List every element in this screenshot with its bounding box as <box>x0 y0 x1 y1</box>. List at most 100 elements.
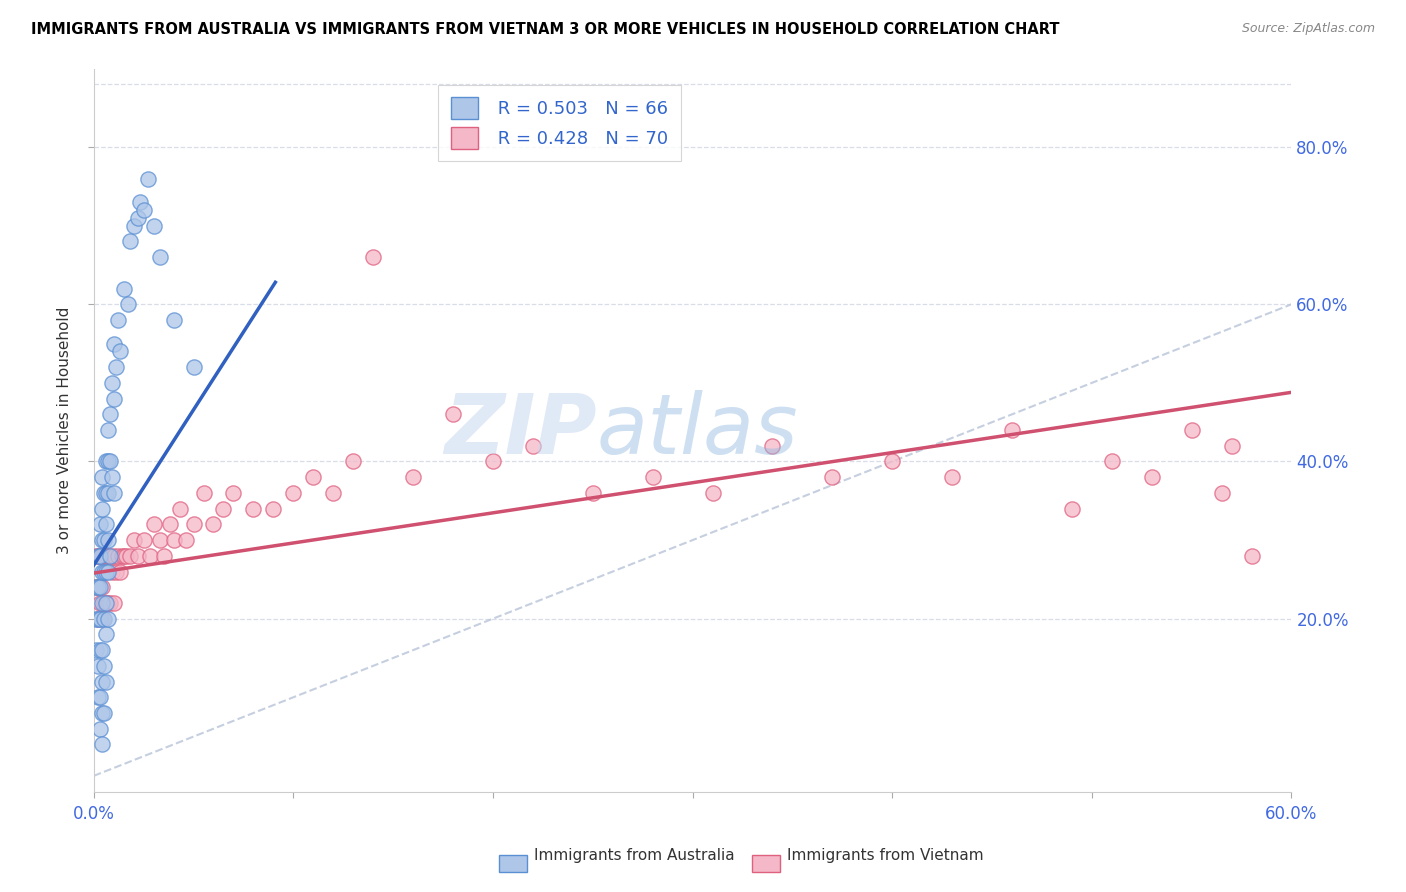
Point <box>86 549 108 563</box>
Point <box>132 533 155 547</box>
Point <box>222 486 245 500</box>
Point <box>89 549 111 563</box>
Point <box>103 336 125 351</box>
Point <box>97 565 120 579</box>
Point <box>1101 454 1123 468</box>
Point <box>84 580 107 594</box>
Point <box>93 596 115 610</box>
Point <box>94 596 117 610</box>
Point <box>90 533 112 547</box>
Point <box>100 470 122 484</box>
Point <box>183 517 205 532</box>
Point <box>641 470 664 484</box>
Point <box>89 612 111 626</box>
Text: IMMIGRANTS FROM AUSTRALIA VS IMMIGRANTS FROM VIETNAM 3 OR MORE VEHICLES IN HOUSE: IMMIGRANTS FROM AUSTRALIA VS IMMIGRANTS … <box>31 22 1060 37</box>
Point <box>86 580 108 594</box>
Point <box>1181 423 1204 437</box>
Point <box>242 501 264 516</box>
Text: Source: ZipAtlas.com: Source: ZipAtlas.com <box>1241 22 1375 36</box>
Point <box>162 533 184 547</box>
Point <box>103 486 125 500</box>
Point <box>112 549 135 563</box>
Point <box>152 549 174 563</box>
Point <box>108 565 131 579</box>
Text: Immigrants from Australia: Immigrants from Australia <box>534 848 735 863</box>
Point <box>402 470 425 484</box>
Point <box>97 612 120 626</box>
Point <box>89 722 111 736</box>
Point <box>98 549 121 563</box>
Point <box>98 596 121 610</box>
Point <box>86 690 108 705</box>
Point <box>941 470 963 484</box>
Point <box>441 408 464 422</box>
Point <box>136 171 159 186</box>
Point <box>118 549 141 563</box>
Point <box>84 580 107 594</box>
Text: Immigrants from Vietnam: Immigrants from Vietnam <box>787 848 984 863</box>
Point <box>89 580 111 594</box>
Point <box>94 674 117 689</box>
Point <box>103 596 125 610</box>
Point <box>112 282 135 296</box>
Point <box>94 596 117 610</box>
Point <box>84 612 107 626</box>
Point <box>169 501 191 516</box>
Point <box>94 565 117 579</box>
Point <box>89 643 111 657</box>
Point <box>193 486 215 500</box>
Point <box>89 549 111 563</box>
Point <box>90 738 112 752</box>
Point <box>89 690 111 705</box>
Point <box>149 533 172 547</box>
Text: ZIP: ZIP <box>444 390 596 471</box>
Point <box>86 580 108 594</box>
Point <box>86 549 108 563</box>
Point <box>128 195 150 210</box>
Point <box>104 360 127 375</box>
Point <box>127 211 149 225</box>
Point <box>97 486 120 500</box>
Point <box>98 408 121 422</box>
Point <box>183 360 205 375</box>
Point <box>94 486 117 500</box>
Text: atlas: atlas <box>596 390 799 471</box>
Point <box>482 454 505 468</box>
Point <box>103 549 125 563</box>
Point <box>94 627 117 641</box>
Point <box>132 202 155 217</box>
Point <box>159 517 181 532</box>
Point <box>283 486 305 500</box>
Point <box>93 565 115 579</box>
Point <box>93 486 115 500</box>
Point <box>93 533 115 547</box>
Point <box>86 612 108 626</box>
Point <box>761 439 783 453</box>
Point <box>89 596 111 610</box>
Point <box>361 250 384 264</box>
Point <box>94 549 117 563</box>
Point <box>202 517 225 532</box>
Point <box>1140 470 1163 484</box>
Point <box>97 549 120 563</box>
Point <box>90 580 112 594</box>
Point <box>162 313 184 327</box>
Point <box>882 454 904 468</box>
Point <box>90 501 112 516</box>
Point <box>302 470 325 484</box>
Point <box>118 235 141 249</box>
Point <box>821 470 844 484</box>
Point <box>107 549 129 563</box>
Point <box>114 549 136 563</box>
Point <box>97 596 120 610</box>
Point <box>149 250 172 264</box>
Point <box>122 219 145 233</box>
Legend:  R = 0.503   N = 66,  R = 0.428   N = 70: R = 0.503 N = 66, R = 0.428 N = 70 <box>439 85 681 161</box>
Point <box>1211 486 1233 500</box>
Point <box>1220 439 1243 453</box>
Point <box>103 392 125 406</box>
Point <box>86 612 108 626</box>
Point <box>93 658 115 673</box>
Point <box>89 517 111 532</box>
Point <box>97 423 120 437</box>
